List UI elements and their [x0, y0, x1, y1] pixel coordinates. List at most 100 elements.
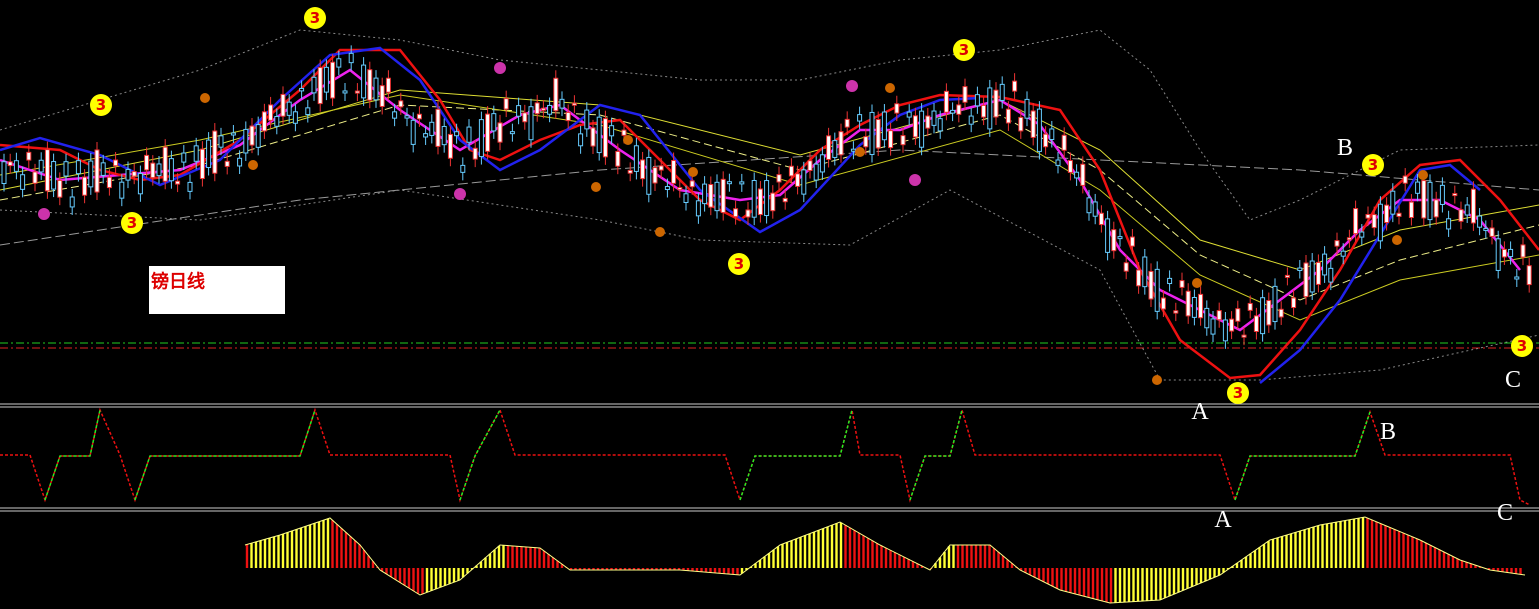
candle-body	[1470, 188, 1476, 224]
candle-body	[615, 150, 621, 167]
candle-body	[323, 66, 329, 93]
candle-body	[1315, 261, 1321, 285]
candle-body	[720, 178, 726, 214]
candle-body	[1365, 213, 1371, 219]
candle-body	[708, 184, 714, 208]
candle-body	[1371, 214, 1377, 229]
candle-body	[516, 105, 522, 117]
candle-body	[404, 115, 410, 119]
candle-body	[361, 64, 367, 99]
wave-label: C	[1497, 500, 1513, 526]
signal-label: 3	[310, 9, 320, 27]
candle-body	[131, 171, 137, 177]
candle-body	[249, 125, 255, 146]
signal-label: 3	[1517, 337, 1527, 355]
candle-body	[175, 180, 181, 185]
candle-body	[224, 160, 230, 167]
candle-body	[664, 186, 670, 191]
candle-body	[1198, 293, 1204, 319]
candle-body	[1229, 318, 1235, 332]
candle-body	[534, 102, 540, 115]
candle-body	[20, 174, 26, 190]
candle-body	[584, 109, 590, 130]
candle-body	[559, 98, 565, 109]
candle-body	[844, 118, 850, 128]
candle-body	[819, 154, 825, 173]
candle-body	[565, 111, 571, 122]
candle-body	[1297, 267, 1303, 271]
candle-body	[943, 90, 949, 113]
signal-marker: 3	[90, 94, 112, 116]
candle-body	[906, 111, 912, 118]
candle-body	[931, 110, 937, 126]
candle-body	[255, 124, 261, 148]
candle-body	[646, 156, 652, 195]
macd-envelope	[244, 516, 1526, 604]
candle-body	[1309, 260, 1315, 293]
label-text: 镑日线	[151, 271, 205, 293]
candle-body	[522, 112, 528, 123]
candle-body	[280, 93, 286, 117]
candle-body	[857, 114, 863, 122]
candle-body	[348, 52, 354, 64]
candle-body	[919, 110, 925, 148]
candle-body	[75, 160, 81, 175]
candle-body	[1464, 204, 1470, 216]
candle-body	[1377, 203, 1383, 242]
wave-label: A	[1214, 507, 1232, 533]
candle-body	[1, 161, 7, 185]
candle-body	[410, 119, 416, 145]
candle-body	[447, 133, 453, 159]
candle-body	[32, 171, 38, 184]
candle-body	[100, 162, 106, 176]
signals: 3 3 3 3 3 3 3 3	[90, 7, 1533, 404]
candle-body	[1154, 268, 1160, 312]
candle-body	[602, 118, 608, 158]
candle-body	[950, 109, 956, 114]
candle-body	[398, 100, 404, 108]
candle-body	[677, 187, 683, 191]
kdj-rising	[44, 409, 1371, 501]
candle-body	[429, 121, 435, 136]
candle-body	[354, 90, 360, 94]
candle-body	[956, 104, 962, 115]
candle-body	[1074, 171, 1080, 179]
candle-body	[1030, 110, 1036, 138]
candle-body	[863, 136, 869, 148]
signal-label: 3	[127, 214, 137, 232]
candle-body	[776, 174, 782, 183]
candle-body	[751, 179, 757, 218]
candle-body	[106, 176, 112, 189]
candle-body	[1216, 310, 1222, 321]
candle-body	[1247, 302, 1253, 311]
candle-body	[1018, 116, 1024, 132]
candle-body	[57, 179, 63, 198]
candle-body	[299, 87, 305, 92]
signal-marker: 3	[304, 7, 326, 29]
candle-body	[1272, 285, 1278, 323]
candle-body	[286, 101, 292, 116]
candle-body	[912, 115, 918, 138]
candle-body	[94, 149, 100, 193]
candle-body	[869, 111, 875, 156]
candle-body	[745, 209, 751, 218]
candle-body	[1477, 215, 1483, 228]
candle-body	[466, 126, 472, 143]
candle-body	[218, 135, 224, 148]
candle-body	[367, 69, 373, 101]
candle-body	[1260, 297, 1266, 335]
candle-body	[726, 181, 732, 185]
candle-body	[88, 160, 94, 188]
yellow-average	[0, 104, 1539, 301]
candles	[1, 45, 1532, 349]
candle-body	[578, 133, 584, 147]
candle-body	[671, 160, 677, 184]
candle-body	[212, 130, 218, 174]
candle-body	[416, 113, 422, 120]
candle-body	[51, 161, 57, 190]
candle-body	[1266, 300, 1272, 326]
label-box	[149, 266, 285, 314]
candle-body	[125, 168, 131, 181]
signal-label: 3	[1368, 156, 1378, 174]
candle-body	[156, 163, 162, 177]
